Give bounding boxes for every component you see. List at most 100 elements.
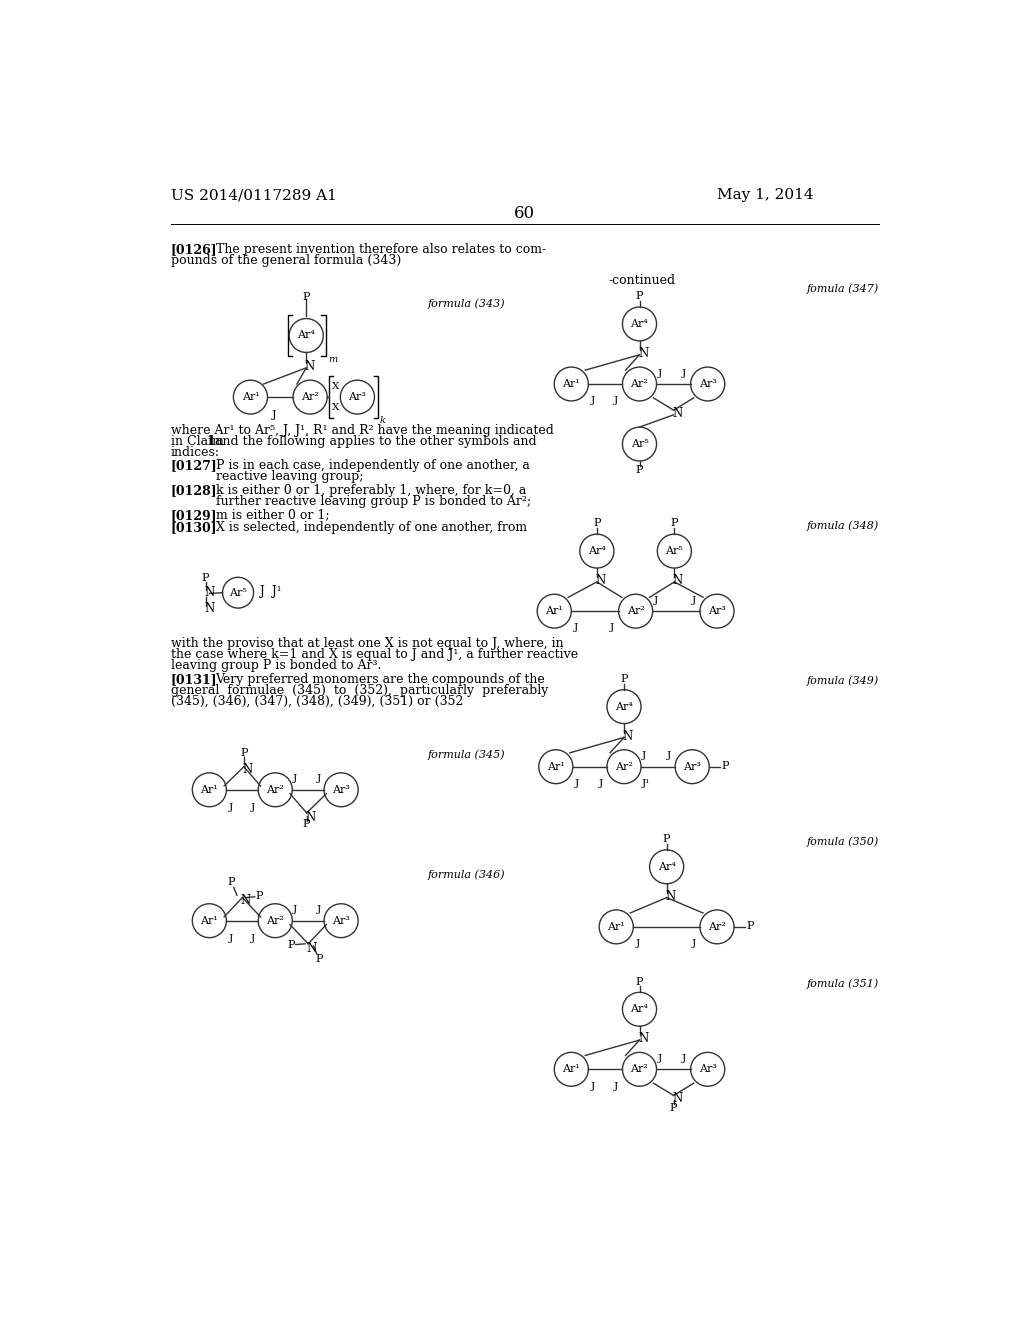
Text: N: N bbox=[623, 730, 633, 743]
Text: Ar¹: Ar¹ bbox=[562, 379, 581, 389]
Text: Ar²: Ar² bbox=[631, 1064, 648, 1074]
Text: 60: 60 bbox=[514, 206, 536, 222]
Text: P: P bbox=[288, 940, 295, 950]
Text: further reactive leaving group P is bonded to Ar²;: further reactive leaving group P is bond… bbox=[216, 495, 530, 508]
Text: P: P bbox=[621, 675, 628, 684]
Text: J: J bbox=[610, 623, 614, 632]
Text: m: m bbox=[328, 355, 337, 364]
Text: P: P bbox=[722, 760, 729, 771]
Text: Ar¹: Ar¹ bbox=[201, 916, 218, 925]
Text: N: N bbox=[241, 894, 251, 907]
Text: J: J bbox=[691, 595, 695, 605]
Text: N: N bbox=[595, 574, 605, 587]
Text: Ar³: Ar³ bbox=[698, 379, 717, 389]
Text: May 1, 2014: May 1, 2014 bbox=[717, 189, 814, 202]
Text: N: N bbox=[673, 574, 683, 587]
Text: [0127]: [0127] bbox=[171, 459, 217, 473]
Text: P: P bbox=[593, 519, 601, 528]
Text: Ar²: Ar² bbox=[631, 379, 648, 389]
Text: Ar³: Ar³ bbox=[708, 606, 726, 616]
Text: Ar⁵: Ar⁵ bbox=[666, 546, 683, 556]
Text: N: N bbox=[305, 360, 315, 374]
Text: fomula (349): fomula (349) bbox=[807, 676, 879, 686]
Text: general  formulae  (345)  to  (352),  particularly  preferably: general formulae (345) to (352), particu… bbox=[171, 684, 548, 697]
Text: Ar⁵: Ar⁵ bbox=[229, 587, 247, 598]
Text: fomula (350): fomula (350) bbox=[807, 836, 879, 846]
Text: (345), (346), (347), (348), (349), (351) or (352: (345), (346), (347), (348), (349), (351)… bbox=[171, 694, 463, 708]
Text: J: J bbox=[573, 623, 578, 632]
Text: Ar¹: Ar¹ bbox=[562, 1064, 581, 1074]
Text: X: X bbox=[332, 381, 339, 391]
Text: P: P bbox=[302, 292, 310, 301]
Text: J: J bbox=[260, 585, 264, 598]
Text: P: P bbox=[256, 891, 263, 902]
Text: J¹: J¹ bbox=[272, 585, 282, 598]
Text: Ar²: Ar² bbox=[266, 785, 285, 795]
Text: k is either 0 or 1, preferably 1, where, for k=0, a: k is either 0 or 1, preferably 1, where,… bbox=[216, 484, 526, 498]
Text: J: J bbox=[682, 368, 686, 378]
Text: Ar⁴: Ar⁴ bbox=[631, 1005, 648, 1014]
Text: N: N bbox=[204, 586, 214, 599]
Text: pounds of the general formula (343): pounds of the general formula (343) bbox=[171, 253, 400, 267]
Text: Ar¹: Ar¹ bbox=[546, 606, 563, 616]
Text: Ar¹: Ar¹ bbox=[607, 921, 625, 932]
Text: with the proviso that at least one X is not equal to J, where, in: with the proviso that at least one X is … bbox=[171, 638, 563, 651]
Text: J: J bbox=[653, 595, 657, 605]
Text: reactive leaving group;: reactive leaving group; bbox=[216, 470, 364, 483]
Text: J: J bbox=[271, 411, 276, 420]
Text: Ar³: Ar³ bbox=[332, 916, 350, 925]
Text: indices:: indices: bbox=[171, 446, 219, 458]
Text: J: J bbox=[642, 751, 646, 760]
Text: J: J bbox=[667, 751, 671, 760]
Text: Ar⁴: Ar⁴ bbox=[631, 319, 648, 329]
Text: [0129]: [0129] bbox=[171, 508, 217, 521]
Text: [0128]: [0128] bbox=[171, 484, 217, 498]
Text: J: J bbox=[657, 1053, 662, 1063]
Text: in Claim: in Claim bbox=[171, 434, 227, 447]
Text: P: P bbox=[202, 573, 209, 583]
Text: P: P bbox=[315, 954, 323, 964]
Text: X is selected, independently of one another, from: X is selected, independently of one anot… bbox=[216, 521, 526, 535]
Text: m is either 0 or 1;: m is either 0 or 1; bbox=[216, 508, 329, 521]
Text: N: N bbox=[204, 602, 214, 615]
Text: P: P bbox=[636, 977, 643, 986]
Text: N: N bbox=[665, 890, 675, 903]
Text: J: J bbox=[591, 396, 595, 405]
Text: US 2014/0117289 A1: US 2014/0117289 A1 bbox=[171, 189, 337, 202]
Text: X: X bbox=[332, 404, 339, 412]
Text: Ar⁴: Ar⁴ bbox=[588, 546, 606, 556]
Text: J: J bbox=[228, 803, 233, 812]
Text: J: J bbox=[657, 368, 662, 378]
Text: J: J bbox=[575, 779, 580, 788]
Text: Ar¹: Ar¹ bbox=[242, 392, 259, 403]
Text: N: N bbox=[672, 407, 682, 420]
Text: formula (345): formula (345) bbox=[428, 750, 506, 760]
Text: N: N bbox=[638, 1032, 648, 1045]
Text: Ar²: Ar² bbox=[615, 762, 633, 772]
Text: J: J bbox=[591, 1081, 595, 1090]
Text: Very preferred monomers are the compounds of the: Very preferred monomers are the compound… bbox=[216, 673, 546, 686]
Text: fomula (351): fomula (351) bbox=[807, 978, 879, 989]
Text: [0130]: [0130] bbox=[171, 521, 217, 535]
Text: The present invention therefore also relates to com-: The present invention therefore also rel… bbox=[216, 243, 546, 256]
Text: Ar²: Ar² bbox=[266, 916, 285, 925]
Text: J: J bbox=[293, 906, 297, 915]
Text: fomula (347): fomula (347) bbox=[807, 284, 879, 294]
Text: P: P bbox=[663, 834, 671, 843]
Text: k: k bbox=[380, 416, 386, 425]
Text: Ar¹: Ar¹ bbox=[547, 762, 564, 772]
Text: J: J bbox=[251, 803, 255, 812]
Text: 1: 1 bbox=[206, 434, 215, 447]
Text: J: J bbox=[251, 933, 255, 942]
Text: J: J bbox=[316, 906, 321, 915]
Text: P: P bbox=[227, 878, 236, 887]
Text: J: J bbox=[614, 396, 618, 405]
Text: Ar³: Ar³ bbox=[698, 1064, 717, 1074]
Text: Ar⁵: Ar⁵ bbox=[631, 440, 648, 449]
Text: fomula (348): fomula (348) bbox=[807, 520, 879, 531]
Text: P: P bbox=[636, 292, 643, 301]
Text: Ar¹: Ar¹ bbox=[201, 785, 218, 795]
Text: Ar⁴: Ar⁴ bbox=[297, 330, 315, 341]
Text: formula (346): formula (346) bbox=[428, 870, 506, 880]
Text: Ar⁴: Ar⁴ bbox=[657, 862, 676, 871]
